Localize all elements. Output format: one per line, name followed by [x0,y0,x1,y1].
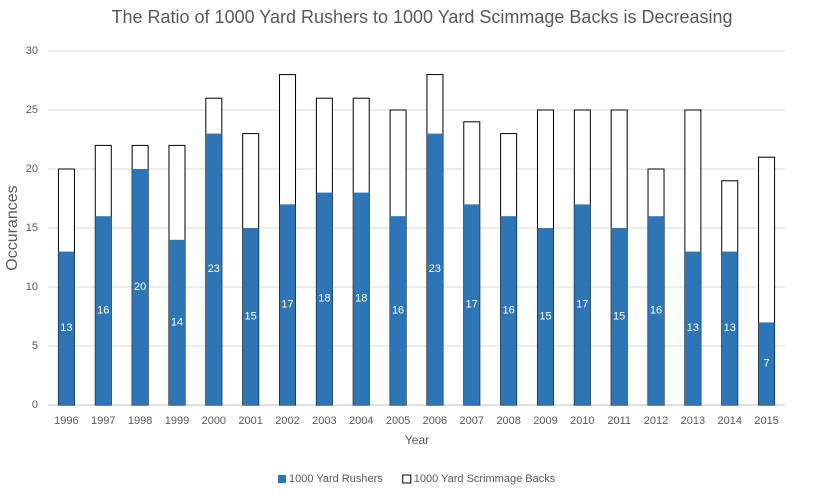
chart-title: The Ratio of 1000 Yard Rushers to 1000 Y… [112,7,733,27]
x-tick-label: 1996 [54,415,78,427]
data-label: 13 [724,322,736,334]
bar [242,228,259,405]
y-tick-label: 15 [26,222,38,234]
data-label: 17 [281,299,293,311]
bar [168,239,185,405]
bar [648,216,665,405]
bar [316,192,333,405]
data-label: 20 [134,281,146,293]
data-label: 15 [245,310,257,322]
data-label: 23 [429,263,441,275]
data-label: 14 [171,316,183,328]
legend-label: 1000 Yard Scrimmage Backs [414,473,556,485]
data-label: 16 [97,305,109,317]
x-tick-label: 2010 [570,415,594,427]
bar [611,228,628,405]
data-label: 13 [687,322,699,334]
y-tick-label: 25 [26,104,38,116]
y-tick-label: 0 [32,399,38,411]
x-tick-label: 2011 [607,415,631,427]
bar [721,251,738,405]
data-label: 13 [60,322,72,334]
data-label: 16 [503,305,515,317]
x-axis-title: Year [405,433,429,447]
x-tick-label: 1998 [128,415,152,427]
bar [684,251,701,405]
x-tick-label: 2002 [275,415,299,427]
bar [758,322,775,405]
y-tick-label: 20 [26,163,38,175]
data-label: 16 [392,305,404,317]
x-tick-label: 2003 [312,415,336,427]
data-label: 18 [355,293,367,305]
y-tick-label: 30 [26,45,38,57]
data-label: 17 [466,299,478,311]
bar [426,133,443,405]
x-tick-label: 2015 [754,415,778,427]
legend-swatch [402,474,412,484]
bar [390,216,407,405]
bar [537,228,554,405]
x-tick-label: 2013 [681,415,705,427]
x-tick-label: 2004 [349,415,373,427]
x-tick-label: 2001 [238,415,262,427]
data-label: 17 [576,299,588,311]
bar [574,204,591,405]
bar [353,192,370,405]
x-tick-label: 2005 [386,415,410,427]
x-tick-label: 2000 [202,415,226,427]
bar [205,133,222,405]
data-label: 15 [613,310,625,322]
bar [132,169,149,405]
y-axis-title: Occurances [4,185,21,270]
legend-swatch [278,475,286,483]
x-tick-label: 2009 [533,415,557,427]
y-tick-label: 10 [26,281,38,293]
data-label: 16 [650,305,662,317]
bar [95,216,112,405]
data-label: 7 [764,358,770,370]
data-label: 18 [318,293,330,305]
bar [500,216,517,405]
x-tick-label: 2008 [496,415,520,427]
bar [58,251,75,405]
x-tick-label: 2012 [644,415,668,427]
x-tick-label: 1997 [91,415,115,427]
legend-label: 1000 Yard Rushers [289,473,383,485]
bar [463,204,480,405]
x-tick-label: 1999 [165,415,189,427]
x-tick-label: 2006 [423,415,447,427]
data-label: 15 [539,310,551,322]
x-tick-label: 2007 [460,415,484,427]
x-tick-label: 2014 [717,415,741,427]
y-tick-label: 5 [32,340,38,352]
data-label: 23 [208,263,220,275]
bar [279,204,296,405]
